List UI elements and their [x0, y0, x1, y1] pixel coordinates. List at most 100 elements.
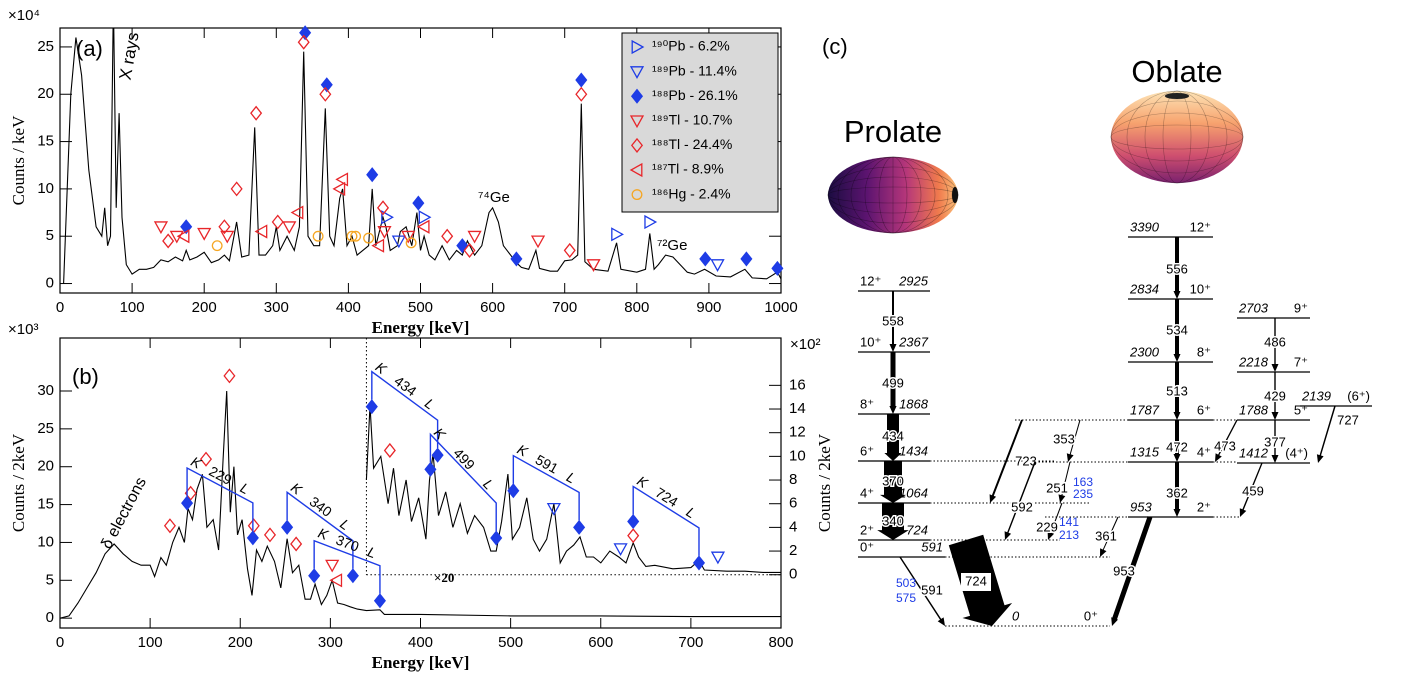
transition-label: 534	[1166, 322, 1188, 337]
level-spin: 0⁺	[1084, 608, 1098, 623]
marker	[282, 221, 297, 235]
marker	[350, 230, 362, 242]
annotation: ⁷²Ge	[657, 237, 687, 254]
level-energy: 1787	[1130, 402, 1160, 417]
marker	[644, 214, 658, 230]
marker	[631, 39, 645, 55]
transition-arrow	[899, 556, 945, 626]
transition-arrow	[1316, 405, 1336, 463]
marker	[771, 260, 784, 276]
transition-label: 724	[965, 573, 987, 588]
x-tick-label: 400	[408, 634, 433, 651]
transition-arrow	[1004, 461, 1036, 540]
transition-label: 723	[1015, 453, 1037, 468]
level-spin: 2⁺	[860, 522, 874, 537]
marker	[199, 451, 213, 467]
y-tick-label: 30	[37, 382, 54, 399]
level-spin: 5⁺	[1294, 402, 1308, 417]
y-tick-label: 10	[37, 533, 54, 550]
x-tick-label: 1000	[764, 299, 797, 316]
conversion-label: L	[238, 479, 252, 497]
marker	[467, 230, 482, 244]
x-tick-label: 600	[588, 634, 613, 651]
level-energy: 2139	[1301, 388, 1331, 403]
shape-label: Prolate	[844, 114, 942, 149]
level-spin: 4⁺	[860, 485, 874, 500]
level-spin: 10⁺	[860, 334, 881, 349]
level-spin: 9⁺	[1294, 300, 1308, 315]
level-energy: 2300	[1129, 344, 1160, 359]
marker	[373, 593, 386, 609]
annotation: ×20	[434, 570, 454, 585]
x-tick-label: 700	[552, 299, 577, 316]
level-spin: 2⁺	[1197, 499, 1211, 514]
level-energy: 1788	[1239, 402, 1269, 417]
legend-label: ¹⁸⁹Tl - 10.7%	[652, 112, 732, 128]
marker	[211, 240, 223, 252]
conversion-label: K	[316, 525, 331, 544]
level-spin: 12⁺	[1190, 219, 1211, 234]
marker	[254, 224, 268, 239]
marker	[218, 219, 231, 235]
level-spin: 4⁺	[1197, 444, 1211, 459]
level-spin: 6⁺	[860, 443, 874, 458]
marker	[247, 518, 260, 534]
marker	[630, 88, 644, 104]
marker	[546, 502, 561, 516]
marker	[575, 86, 588, 102]
marker	[263, 527, 277, 543]
transition-label: 558	[882, 313, 904, 328]
plot-area	[60, 390, 781, 619]
y2-tick-label: 10	[789, 447, 806, 464]
spectrum-line	[365, 405, 781, 573]
marker	[391, 235, 406, 249]
x-tick-label: 800	[768, 634, 793, 651]
marker	[325, 559, 340, 573]
level-energy: 2367	[898, 334, 929, 349]
plot-area	[63, 28, 781, 284]
x-tick-label: 200	[192, 299, 217, 316]
marker	[223, 368, 236, 384]
level-spin: 7⁺	[1294, 354, 1308, 369]
conversion-label: L	[480, 476, 497, 493]
transition-label: 434	[882, 428, 904, 443]
marker	[507, 483, 520, 499]
y-tick-label: 20	[37, 458, 54, 475]
transition-label: 361	[1095, 528, 1117, 543]
level-energy: 1412	[1239, 445, 1269, 460]
transition-label: 251	[1046, 480, 1068, 495]
marker	[611, 227, 624, 242]
plot-frame	[59, 27, 782, 294]
marker	[405, 237, 417, 249]
marker	[246, 530, 259, 546]
level-spin: (4⁺)	[1285, 445, 1308, 460]
marker	[530, 235, 546, 249]
marker	[290, 536, 303, 552]
level-energy: 2703	[1238, 300, 1269, 315]
marker	[627, 528, 640, 544]
marker	[613, 543, 628, 557]
annotation: ⁷⁴Ge	[478, 189, 510, 206]
transition-label: 592	[1011, 499, 1033, 514]
marker	[181, 495, 194, 511]
transition-label: 353	[1053, 431, 1075, 446]
y-multiplier: ×10⁴	[8, 7, 40, 24]
marker	[463, 242, 476, 258]
conversion-label: 229	[207, 463, 235, 488]
marker	[510, 251, 523, 267]
marker	[376, 200, 390, 216]
spectrum-line	[60, 390, 781, 619]
marker	[162, 233, 175, 249]
marker	[424, 461, 437, 477]
y-tick-label: 5	[46, 571, 54, 588]
marker	[320, 77, 333, 93]
transition-arrow	[1047, 502, 1063, 540]
transition-label: 513	[1166, 383, 1188, 398]
marker	[230, 181, 243, 197]
marker	[629, 115, 645, 129]
legend-label: ¹⁹⁰Pb - 6.2%	[652, 38, 730, 54]
y-tick-label: 25	[37, 420, 54, 437]
conversion-label: K	[188, 453, 204, 472]
marker	[365, 399, 378, 415]
marker	[627, 513, 640, 530]
